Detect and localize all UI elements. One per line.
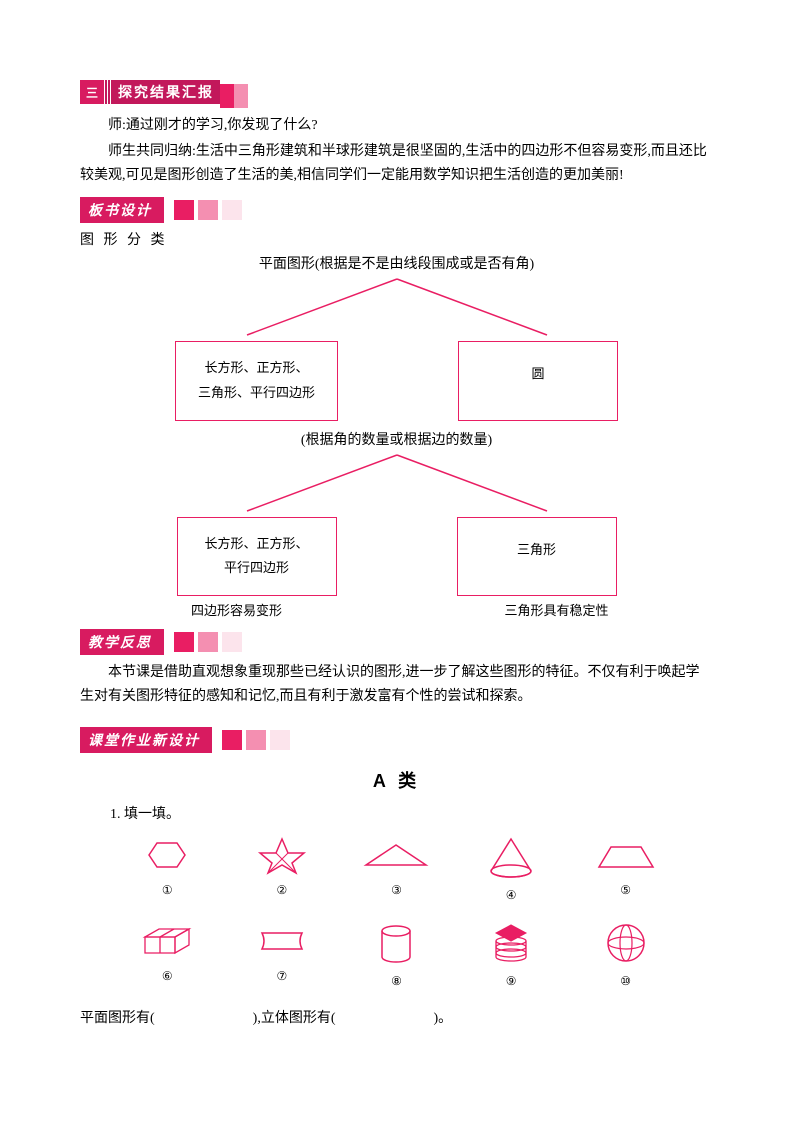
shape-stack: ⑨: [471, 921, 551, 989]
section-number-icon: 三: [80, 80, 104, 104]
exercise-number: 1.: [110, 807, 121, 822]
shapes-row-2: ⑥ ⑦ ⑧ ⑨ ⑩: [80, 921, 713, 989]
section-title: 探究结果汇报: [112, 82, 220, 102]
shape-label: ⑩: [620, 974, 631, 989]
sub-header-reflection: 教学反思: [80, 629, 713, 655]
shape-sphere: ⑩: [586, 921, 666, 989]
star-icon: [252, 835, 312, 875]
shape-label: ⑥: [162, 969, 173, 984]
decor-squares: [170, 632, 242, 652]
box-text: 三角形: [498, 538, 576, 563]
shape-star: ②: [242, 835, 322, 903]
shape-label: ⑧: [391, 974, 402, 989]
caption-right: 三角形具有稳定性: [457, 600, 657, 619]
decor-bars: [104, 80, 112, 104]
shape-trapezoid: ⑤: [586, 835, 666, 903]
trapezoid-icon: [591, 835, 661, 875]
shape-cone: ④: [471, 835, 551, 903]
triangle-icon: [361, 835, 431, 875]
shape-label: ②: [277, 883, 288, 898]
fill-blank-1: [155, 1011, 253, 1026]
tree-captions: 四边形容易变形 三角形具有稳定性: [80, 600, 713, 619]
cone-icon: [481, 835, 541, 880]
exercise-1: 1. 填一填。: [110, 803, 713, 823]
sub-header-label: 板书设计: [80, 197, 164, 223]
fill-prefix: 平面图形有(: [80, 1011, 155, 1026]
decor-squares: [218, 730, 290, 750]
decor-tail: [220, 84, 248, 108]
tree-box-right-2: 三角形: [457, 517, 617, 596]
sub-header-label: 课堂作业新设计: [80, 727, 212, 753]
stack-icon: [486, 921, 536, 966]
tree-box-left-1: 长方形、正方形、 三角形、平行四边形: [175, 341, 338, 420]
tree-mid-label: (根据角的数量或根据边的数量): [80, 429, 713, 449]
classification-title: 图 形 分 类: [80, 229, 713, 249]
shape-ribbon: ⑦: [242, 921, 322, 989]
fill-blank-2: [336, 1011, 434, 1026]
box-text: 长方形、正方形、: [200, 532, 314, 557]
tree-lines-icon: [147, 453, 647, 513]
box-text: 平行四边形: [200, 556, 314, 581]
box-text: 圆: [499, 362, 577, 387]
cylinder-icon: [371, 921, 421, 966]
sub-header-board-design: 板书设计: [80, 197, 713, 223]
fill-question: 平面图形有( ),立体图形有( )。: [80, 1007, 713, 1027]
shape-label: ⑦: [277, 969, 288, 984]
fill-suffix: )。: [434, 1011, 453, 1026]
paragraph-reflection: 本节课是借助直观想象重现那些已经认识的图形,进一步了解这些图形的特征。不仅有利于…: [80, 661, 713, 709]
shape-hexagon: ①: [127, 835, 207, 903]
tree-box-right-1: 圆: [458, 341, 618, 420]
shape-label: ⑨: [506, 974, 517, 989]
decor-squares: [170, 200, 242, 220]
shapes-row-1: ① ② ③ ④ ⑤: [80, 835, 713, 903]
hexagon-icon: [137, 835, 197, 875]
box-text: 长方形、正方形、: [198, 356, 315, 381]
shape-cuboid: ⑥: [127, 921, 207, 989]
classification-tree-2: 长方形、正方形、 平行四边形 三角形 四边形容易变形 三角形具有稳定性: [80, 453, 713, 619]
shape-label: ④: [506, 888, 517, 903]
ribbon-icon: [252, 921, 312, 961]
shape-cylinder: ⑧: [356, 921, 436, 989]
sub-header-homework: 课堂作业新设计: [80, 727, 713, 753]
shape-label: ⑤: [620, 883, 631, 898]
shape-triangle: ③: [356, 835, 436, 903]
shape-label: ③: [391, 883, 402, 898]
box-text: 三角形、平行四边形: [198, 381, 315, 406]
tree-box-left-2: 长方形、正方形、 平行四边形: [177, 517, 337, 596]
category-a-title: A 类: [80, 767, 713, 793]
tree-top-label: 平面图形(根据是不是由线段围成或是否有角): [80, 253, 713, 273]
section-header-3: 三 探究结果汇报: [80, 80, 713, 112]
caption-left: 四边形容易变形: [137, 600, 337, 619]
sub-header-label: 教学反思: [80, 629, 164, 655]
exercise-title: 填一填。: [124, 807, 180, 822]
shape-label: ①: [162, 883, 173, 898]
cuboid-icon: [137, 921, 197, 961]
sphere-icon: [601, 921, 651, 966]
paragraph-summary: 师生共同归纳:生活中三角形建筑和半球形建筑是很坚固的,生活中的四边形不但容易变形…: [80, 140, 713, 188]
classification-tree-1: 长方形、正方形、 三角形、平行四边形 圆: [80, 277, 713, 420]
paragraph-teacher-question: 师:通过刚才的学习,你发现了什么?: [80, 114, 713, 138]
fill-mid: ),立体图形有(: [253, 1011, 336, 1026]
tree-lines-icon: [147, 277, 647, 337]
